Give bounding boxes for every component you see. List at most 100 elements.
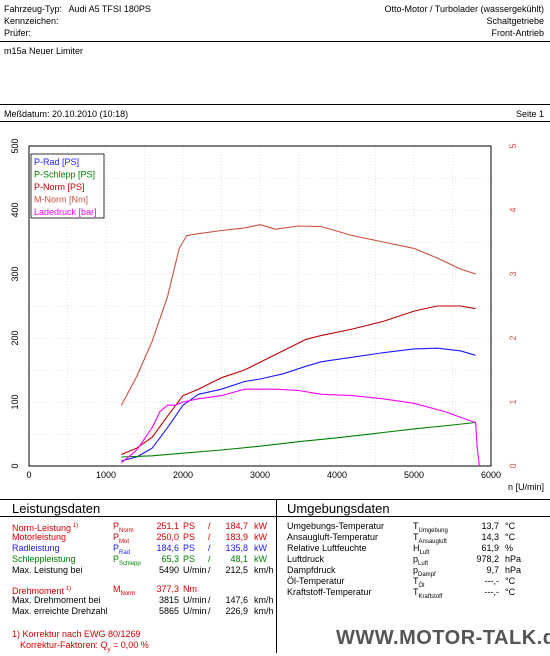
env-unit: °C [505,532,516,542]
data-divider-top [0,499,550,500]
row-unit-2: km/h [254,565,274,575]
left-tick-label: 400 [10,202,20,217]
right-tick-label: 5 [508,143,518,148]
umgebung-row: Umgebungs-Temperatur TUmgebung 13,7 °C [287,521,549,534]
env-unit: °C [505,576,516,586]
umgebung-row: Öl-Temperatur TÖl ---,- °C [287,576,549,589]
env-value: 9,7 [486,565,499,575]
env-symbol-sub: Ansaugluft [418,538,447,545]
env-unit: % [505,543,514,553]
row-value-1: 184,6 [156,543,179,553]
row-separator: / [208,554,211,564]
watermark: WWW.MOTOR-TALK.de [336,627,550,649]
env-symbol-sub: Dampf [418,571,436,578]
row-unit-1: PS [183,543,196,553]
date-divider-bottom [0,121,550,122]
row-unit-2: kW [254,554,267,564]
x-tick-label: 6000 [481,470,501,480]
leistung-title: Leistungsdaten [12,501,101,516]
row-label: Max. Drehmoment bei [12,595,101,605]
row-note: 1) [71,523,79,529]
left-tick-label: 100 [10,394,20,409]
gearbox: Schaltgetriebe [486,16,544,26]
row-symbol: PNorm [113,521,134,534]
row-value-1: 250,0 [156,532,179,542]
right-tick-label: 0 [508,463,518,468]
row-symbol-sub: Rad [119,549,131,556]
legend-entry: Ladedruck [bar] [34,207,97,217]
series-line [120,224,476,406]
env-label: Öl-Temperatur [287,576,345,586]
row-value-2: 48,1 [230,554,248,564]
row-label: Motorleistung [12,532,67,542]
row-value-2: 135,8 [225,543,248,553]
drive-type: Front-Antrieb [491,28,544,38]
right-tick-label: 1 [508,399,518,404]
env-label: Kraftstoff-Temperatur [287,587,372,597]
env-label: Luftdruck [287,554,325,564]
row-unit-1: PS [183,521,196,531]
series-line [121,305,476,456]
row-label: Max. Leistung bei [12,565,83,575]
leistung-row: Schleppleistung PSchlepp 65,3 PS / 48,1 kW [12,554,274,567]
row-symbol-sub: Mot [119,538,130,545]
x-tick-label: 1000 [96,470,116,480]
left-tick-label: 500 [10,138,20,153]
env-symbol: pDampf [413,565,436,578]
row-unit-1: PS [183,554,196,564]
factors-value: = 0,00 % [110,640,149,650]
row-label: Norm-Leistung 1) [12,523,79,533]
row-unit-1: U/min [183,606,207,616]
date-divider-top [0,104,550,105]
right-tick-label: 2 [508,335,518,340]
right-tick-label: 3 [508,271,518,276]
vehicle-type: Fahrzeug-Typ: Audi A5 TFSI 180PS [4,4,151,15]
env-value: ---,- [484,587,500,597]
env-symbol-sub: Luft [418,560,429,567]
row-note: 1) [64,586,72,592]
row-symbol: MNorm [113,584,136,597]
footnote-factors: Korrektur-Faktoren: Qy = 0,00 % [20,640,149,656]
umgebung-row: Ansaugluft-Temperatur TAnsaugluft 14,3 °C [287,532,549,545]
umgebung-title-divider [277,516,550,517]
leistung-table: Norm-Leistung 1) PNorm 251,1 PS/184,7 kW Moto… [12,521,274,641]
leistung-title-divider [0,516,276,517]
legend-entry: M-Norm [Nm] [34,195,88,205]
row-label: Drehmoment 1) [12,586,72,596]
umgebung-row: Relative Luftfeuchte HLuft 61,9% [287,543,549,556]
header-divider [0,41,550,42]
legend-entry: P-Norm [PS] [34,182,85,192]
leistung-row: Drehmoment 1) MNorm 377,3 Nm [12,584,274,597]
run-name: m15a Neuer Limiter [4,46,84,56]
row-symbol-sub: Schlepp [119,560,141,567]
x-tick-label: 2000 [173,470,193,480]
left-tick-label: 200 [10,330,20,345]
env-unit: hPa [505,554,522,564]
row-value-1: 5865 [158,606,179,616]
row-unit-2: kW [254,521,267,531]
plate-label: Kennzeichen: [4,16,59,26]
row-unit-2: kW [254,532,267,542]
factors-label: Korrektur-Faktoren: Q [20,640,108,650]
leistung-row: Radleistung PRad 184,6 PS / 135,8 kW [12,543,274,556]
env-value: 978,2 [476,554,499,564]
umgebung-row: Dampfdruck pDampf 9,7 hPa [287,565,549,578]
x-axis-label: n [U/min] [508,482,544,492]
row-unit-2: km/h [254,606,274,616]
engine-type: Otto-Motor / Turbolader (wassergekühlt) [384,4,544,14]
row-unit-1: PS [183,532,196,542]
env-label: Dampfdruck [287,565,336,575]
env-symbol-sub: Luft [419,549,430,556]
tester-label: Prüfer: [4,28,32,38]
chart-legend: P-Rad [PS] P-Schlepp [PS] P-Norm [PS] M-Nor… [30,153,105,219]
leistung-row: Max. Leistung bei 5490 U/min/ 212,5 km/h [12,565,274,576]
row-separator: / [208,532,211,542]
leistung-row: Norm-Leistung 1) PNorm 251,1 PS / 184,7 kW [12,521,274,534]
series-line [121,347,476,462]
left-tick-label: 0 [10,463,20,468]
row-unit-1: U/min [183,565,207,575]
vehicle-label: Fahrzeug-Typ: [4,4,63,14]
left-tick-label: 300 [10,266,20,281]
row-unit-1: U/min [183,595,207,605]
